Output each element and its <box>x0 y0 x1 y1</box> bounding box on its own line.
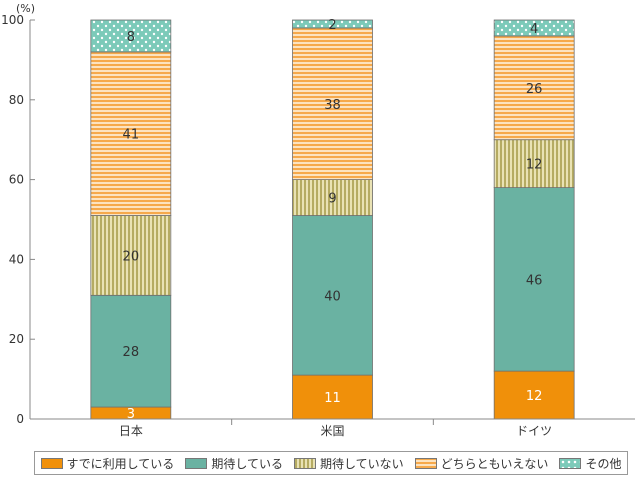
data-label: 2 <box>328 18 336 33</box>
data-label: 40 <box>324 289 341 304</box>
data-label: 3 <box>127 407 135 422</box>
data-label: 9 <box>328 192 336 207</box>
legend-item: どちらともいえない <box>414 455 549 472</box>
legend-label: どちらともいえない <box>440 456 549 471</box>
y-tick-label: 60 <box>9 173 24 187</box>
y-tick-label: 40 <box>9 252 24 266</box>
legend-swatch <box>293 457 316 469</box>
legend-item: 期待している <box>185 455 283 472</box>
x-tick-label: 米国 <box>320 424 344 438</box>
data-label: 38 <box>324 98 341 113</box>
legend-swatch <box>559 457 582 469</box>
data-label: 41 <box>123 128 140 143</box>
bar-segment <box>493 19 575 37</box>
data-label: 46 <box>526 273 543 288</box>
y-tick-label: 0 <box>16 412 24 426</box>
legend-item: すでに利用している <box>40 455 175 472</box>
data-label: 28 <box>123 345 140 360</box>
legend-item: 期待していない <box>293 455 404 472</box>
legend-swatch <box>185 457 208 469</box>
legend-label: 期待している <box>211 456 283 471</box>
bars-group: 3 28 20 41 8 11 40 9 38 2 12 46 12 26 4 <box>90 18 575 422</box>
data-label: 8 <box>127 30 135 45</box>
legend-label: すでに利用している <box>66 456 175 471</box>
legend-label: 期待していない <box>319 456 404 471</box>
y-axis: 0 20 40 60 80 100 <box>1 13 35 426</box>
x-tick-label: ドイツ <box>516 424 552 438</box>
bar-segment <box>90 294 172 408</box>
legend: すでに利用している 期待している 期待していない どちらともいえない その他 <box>34 451 628 475</box>
data-label: 11 <box>324 391 341 406</box>
legend-swatch <box>414 457 437 469</box>
legend-label: その他 <box>585 456 622 471</box>
bar-segment <box>493 187 575 372</box>
x-axis: 日本 米国 ドイツ <box>30 418 635 438</box>
bar-segment <box>90 19 172 53</box>
data-label: 20 <box>123 249 140 264</box>
legend-swatch <box>40 457 63 469</box>
bar-segment <box>292 27 373 180</box>
y-tick-label: 80 <box>9 93 24 107</box>
x-tick-label: 日本 <box>119 424 143 438</box>
y-tick-label: 100 <box>1 13 24 27</box>
y-unit-label: (%) <box>16 2 35 15</box>
bar-segment <box>493 35 575 141</box>
bar-segment <box>90 215 172 296</box>
bar-segment <box>493 370 575 420</box>
data-label: 12 <box>526 389 543 404</box>
legend-item: その他 <box>559 455 621 472</box>
bar-segment <box>292 179 373 216</box>
data-label: 4 <box>530 22 538 37</box>
data-label: 26 <box>526 82 543 97</box>
data-label: 12 <box>526 158 543 173</box>
bar-segment <box>493 139 575 188</box>
bar-segment <box>292 19 373 29</box>
y-tick-label: 20 <box>9 332 24 346</box>
bar-segment <box>90 51 172 216</box>
